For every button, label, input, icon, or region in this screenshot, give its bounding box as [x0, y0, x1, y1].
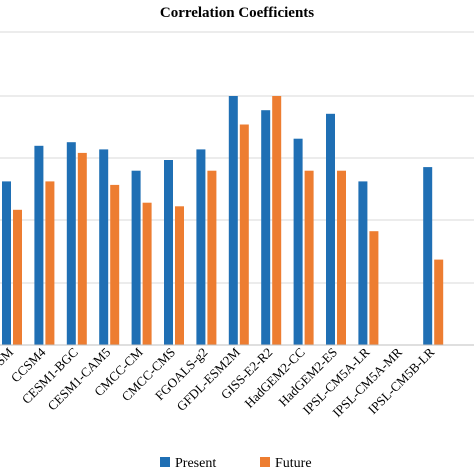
- bar-present: [34, 145, 44, 345]
- bar-future: [110, 184, 120, 345]
- bar-present: [358, 181, 368, 345]
- bar-future: [239, 124, 249, 345]
- bar-future: [13, 209, 22, 345]
- bar-future: [272, 96, 282, 345]
- legend-label-present: Present: [175, 456, 216, 471]
- bar-present: [196, 149, 206, 345]
- bar-future: [175, 206, 184, 345]
- category-labels: BNU-ESMCCSM4CESM1-BGCCESM1-CAM5CMCC-CMCM…: [0, 344, 438, 420]
- bar-future: [337, 170, 346, 345]
- bar-present: [2, 181, 11, 345]
- bars: [2, 96, 444, 345]
- bar-future: [45, 181, 55, 345]
- legend-label-future: Future: [275, 456, 312, 471]
- chart-title: Correlation Coefficients: [160, 5, 314, 21]
- bar-present: [326, 113, 335, 345]
- bar-present: [423, 167, 433, 345]
- bar-present: [261, 110, 271, 345]
- bar-future: [77, 152, 87, 345]
- bar-future: [434, 259, 444, 345]
- bar-present: [164, 160, 173, 345]
- bar-future: [369, 231, 379, 345]
- bar-future: [304, 170, 314, 345]
- legend: Present Future: [160, 456, 312, 471]
- bar-future: [207, 170, 217, 345]
- bar-present: [228, 96, 238, 345]
- bar-present: [66, 142, 76, 345]
- bar-future: [142, 202, 152, 345]
- bar-present: [293, 138, 303, 345]
- bar-present: [99, 149, 109, 345]
- legend-swatch-future: [260, 457, 270, 467]
- bar-present: [131, 170, 141, 345]
- legend-swatch-present: [160, 457, 170, 467]
